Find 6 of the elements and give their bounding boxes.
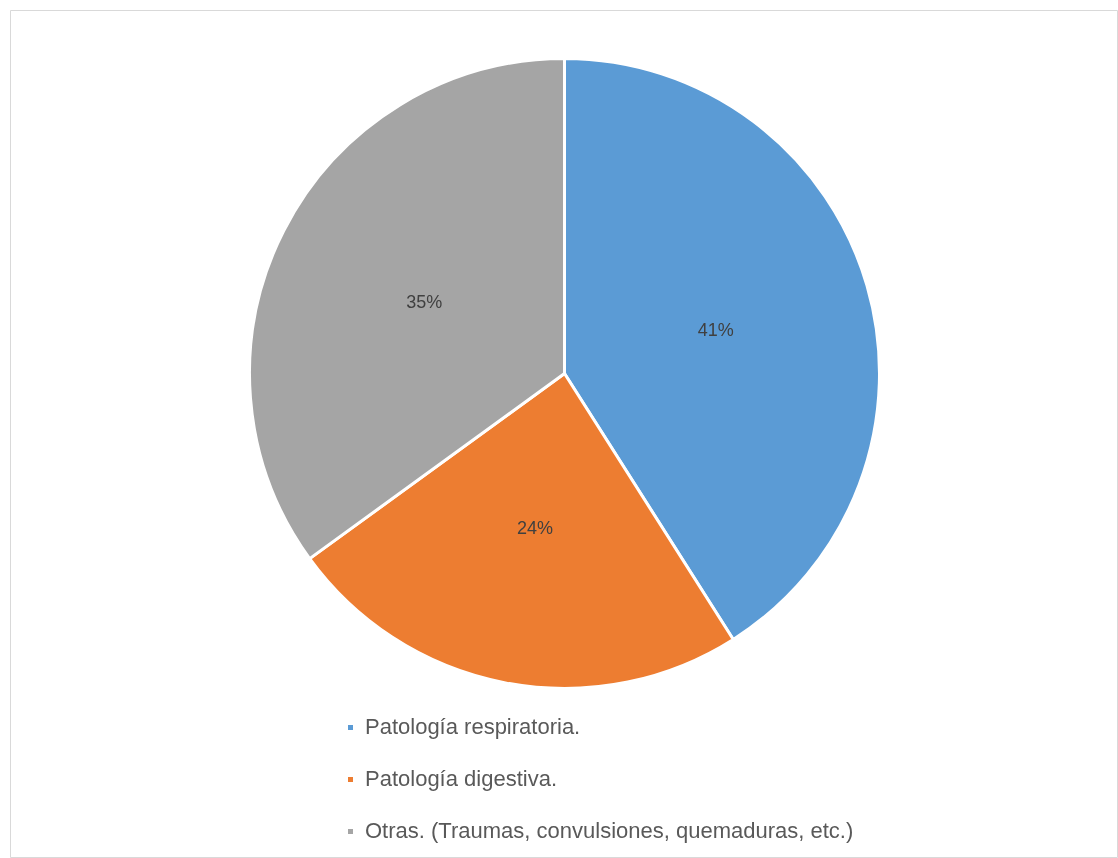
- data-label: 41%: [697, 319, 734, 340]
- legend-label: Patología digestiva.: [365, 766, 558, 792]
- data-label: 35%: [406, 292, 443, 312]
- data-label: 24%: [516, 518, 554, 539]
- legend-label: Patología respiratoria.: [365, 714, 581, 740]
- legend-label: Otras. (Traumas, convulsiones, quemaduras, etc.): [365, 818, 854, 844]
